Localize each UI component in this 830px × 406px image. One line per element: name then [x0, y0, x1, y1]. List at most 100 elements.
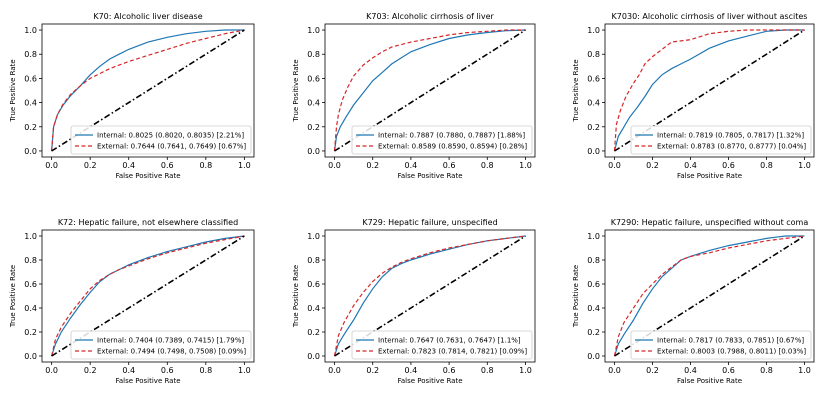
- roc-panel-5: K729: Hepatic failure, unspecified 0.0 0.2…: [292, 218, 536, 385]
- y-axis-label: True Positive Rate: [572, 59, 580, 122]
- x-axis-label: False Positive Rate: [397, 172, 462, 180]
- axes-frame: [41, 229, 255, 363]
- legend: Internal: 0.7404 (0.7389, 0.7415) [1.79%…: [70, 330, 252, 360]
- y-tick-label: 0.0: [307, 352, 320, 361]
- y-tick-label: 0.4: [587, 99, 600, 108]
- x-tick-label: 0.8: [760, 161, 773, 170]
- y-tick-label: 0.2: [307, 328, 320, 337]
- y-tick-label: 0.2: [307, 123, 320, 132]
- x-tick-label: 0.6: [161, 161, 174, 170]
- y-tick-label: 0.8: [24, 50, 37, 59]
- x-axis-label: False Positive Rate: [115, 377, 180, 385]
- series-line-external: [613, 235, 805, 357]
- chart-title: K70: Alcoholic liver disease: [93, 12, 202, 21]
- roc-panel-6: K7290: Hepatic failure, unspecified with…: [572, 218, 815, 385]
- series-line-external: [333, 29, 526, 152]
- x-tick-label: 1.0: [798, 161, 811, 170]
- x-tick-label: 0.8: [760, 366, 773, 375]
- chart-title: K72: Hepatic failure, not elsewhere clas…: [58, 218, 238, 227]
- legend-entry-internal: Internal: 0.7647 (0.7631, 0.7647) [1.1%]: [378, 337, 521, 345]
- x-tick-label: 1.0: [238, 161, 251, 170]
- roc-panel-2: K703: Alcoholic cirrhosis of liver 0.0 0.2…: [292, 12, 536, 180]
- legend-entry-external: External: 0.8783 (0.8770, 0.8777) [0.04%…: [657, 143, 806, 151]
- y-tick-label: 1.0: [587, 232, 600, 241]
- x-tick-label: 0.0: [608, 161, 621, 170]
- y-tick-label: 0.0: [587, 352, 600, 361]
- y-tick-label: 0.6: [307, 74, 320, 83]
- x-tick-label: 0.2: [366, 366, 379, 375]
- y-tick-label: 0.0: [307, 147, 320, 156]
- legend-entry-internal: Internal: 0.7819 (0.7805, 0.7817) [1.32%…: [657, 132, 804, 140]
- x-tick-label: 0.4: [122, 366, 135, 375]
- series-line-internal: [333, 29, 526, 152]
- x-tick-label: 0.2: [646, 366, 659, 375]
- x-tick-label: 0.8: [199, 366, 212, 375]
- axes-frame: [324, 23, 536, 158]
- legend-box: [630, 330, 812, 360]
- y-axis-label: True Positive Rate: [572, 265, 580, 328]
- x-axis-label: False Positive Rate: [115, 172, 180, 180]
- series-line-external: [333, 235, 526, 357]
- x-tick-label: 0.2: [84, 366, 97, 375]
- y-axis-label: True Positive Rate: [292, 265, 300, 328]
- x-tick-label: 0.6: [443, 161, 456, 170]
- series-line-external: [51, 235, 245, 357]
- y-tick-label: 1.0: [24, 26, 37, 35]
- y-tick-label: 1.0: [307, 232, 320, 241]
- x-tick-label: 1.0: [519, 366, 532, 375]
- legend-entry-external: External: 0.7494 (0.7498, 0.7508) [0.09%…: [97, 348, 246, 356]
- y-tick-label: 0.8: [307, 50, 320, 59]
- legend: Internal: 0.7647 (0.7631, 0.7647) [1.1%]…: [351, 330, 533, 360]
- axes-frame: [604, 23, 815, 158]
- x-tick-label: 0.2: [366, 161, 379, 170]
- y-tick-label: 0.8: [307, 256, 320, 265]
- x-axis-label: False Positive Rate: [677, 172, 742, 180]
- y-tick-label: 0.8: [587, 256, 600, 265]
- legend-entry-external: External: 0.7823 (0.7814, 0.7821) [0.09%…: [378, 348, 527, 356]
- y-tick-label: 0.6: [24, 280, 37, 289]
- y-tick-label: 0.2: [24, 328, 37, 337]
- y-tick-label: 0.8: [24, 256, 37, 265]
- y-axis-label: True Positive Rate: [9, 265, 17, 328]
- x-tick-label: 0.8: [199, 161, 212, 170]
- legend-box: [630, 125, 812, 155]
- x-tick-label: 1.0: [519, 161, 532, 170]
- y-tick-label: 1.0: [587, 26, 600, 35]
- axes-frame: [324, 229, 536, 363]
- x-tick-label: 0.4: [405, 366, 418, 375]
- axes-frame: [604, 229, 815, 363]
- x-tick-label: 0.4: [684, 161, 697, 170]
- legend-entry-external: External: 0.7644 (0.7641, 0.7649) [0.67%…: [97, 143, 246, 151]
- y-axis-label: True Positive Rate: [292, 59, 300, 122]
- roc-panel-1: K70: Alcoholic liver disease 0.0 0.2 0.4 0.6…: [9, 12, 255, 180]
- x-tick-label: 0.4: [405, 161, 418, 170]
- y-tick-label: 1.0: [24, 232, 37, 241]
- y-tick-label: 0.6: [587, 74, 600, 83]
- roc-panel-4: K72: Hepatic failure, not elsewhere clas…: [9, 218, 255, 385]
- y-axis-label: True Positive Rate: [9, 59, 17, 122]
- x-tick-label: 0.8: [481, 161, 494, 170]
- x-tick-label: 0.6: [443, 366, 456, 375]
- legend-box: [70, 330, 252, 360]
- x-axis-label: False Positive Rate: [397, 377, 462, 385]
- y-tick-label: 0.8: [587, 50, 600, 59]
- x-axis-label: False Positive Rate: [677, 377, 742, 385]
- legend-box: [351, 125, 533, 155]
- legend-entry-external: External: 0.8003 (0.7988, 0.8011) [0.03%…: [657, 348, 806, 356]
- legend: Internal: 0.7817 (0.7833, 0.7851) [0.67%…: [630, 330, 812, 360]
- y-tick-label: 0.0: [24, 352, 37, 361]
- series-line-internal: [51, 29, 245, 152]
- y-tick-label: 0.2: [587, 123, 600, 132]
- legend-entry-internal: Internal: 0.7817 (0.7833, 0.7851) [0.67%…: [657, 337, 804, 345]
- legend-entry-external: External: 0.8589 (0.8590, 0.8594) [0.28%…: [378, 143, 527, 151]
- x-tick-label: 0.0: [45, 366, 58, 375]
- x-tick-label: 0.0: [328, 366, 341, 375]
- x-tick-label: 0.2: [84, 161, 97, 170]
- y-tick-label: 0.4: [24, 304, 37, 313]
- chart-title: K729: Hepatic failure, unspecified: [362, 218, 497, 227]
- y-tick-label: 0.6: [307, 280, 320, 289]
- x-tick-label: 1.0: [238, 366, 251, 375]
- y-tick-label: 0.0: [587, 147, 600, 156]
- x-tick-label: 0.6: [722, 366, 735, 375]
